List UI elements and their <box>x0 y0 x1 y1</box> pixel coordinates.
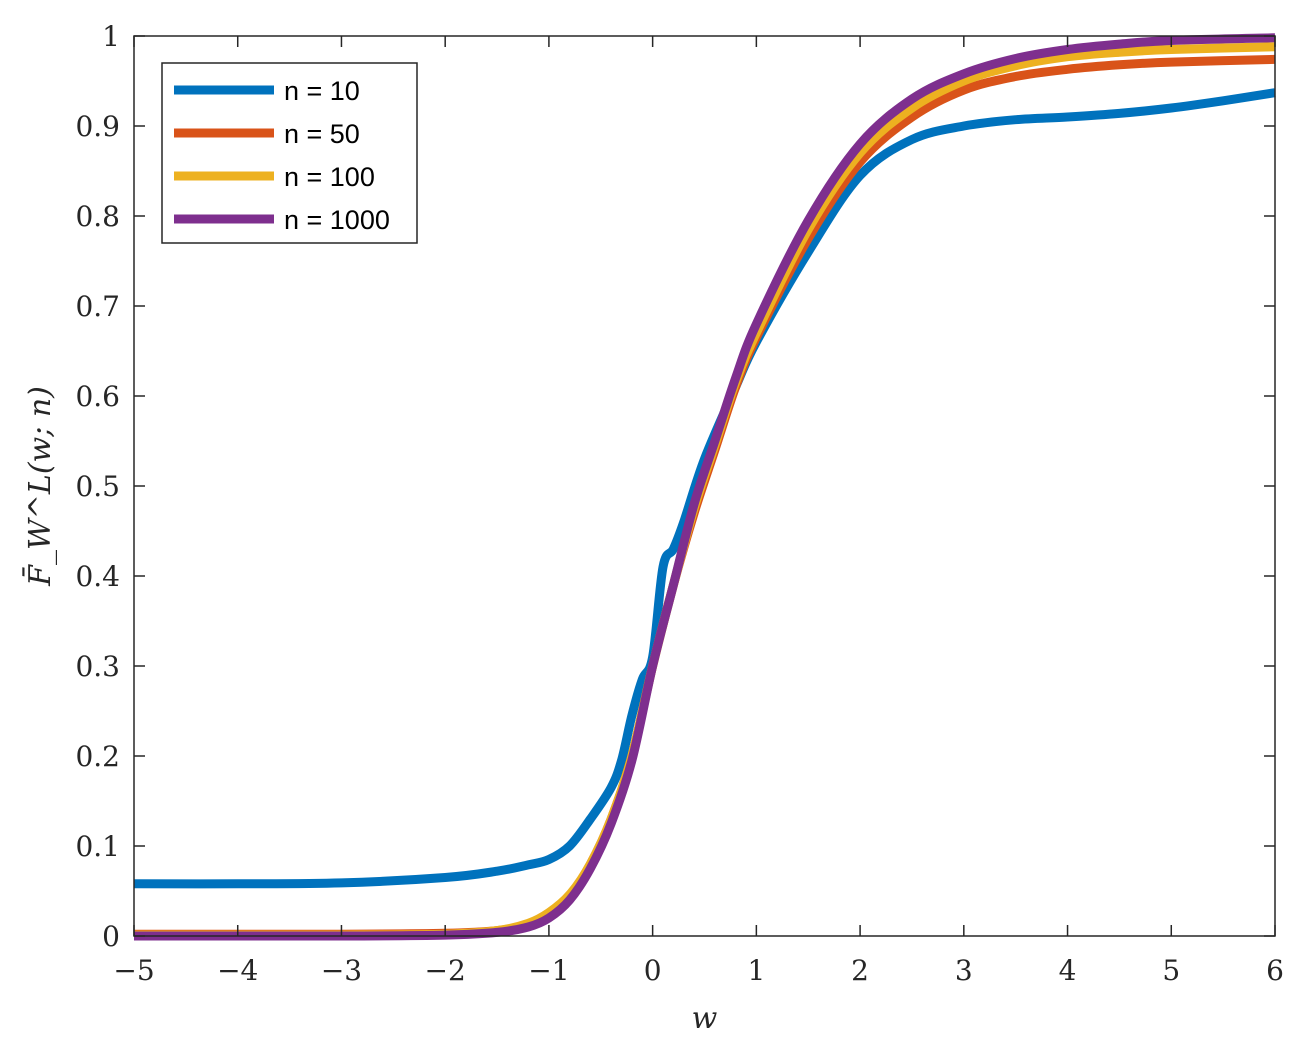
x-tick-label: 2 <box>851 954 869 987</box>
x-tick-label: 6 <box>1266 954 1284 987</box>
y-tick-label: 0.9 <box>75 110 120 143</box>
series-line-1 <box>133 88 1276 889</box>
y-tick-label: 0.3 <box>75 650 120 683</box>
x-tick-label: 4 <box>1059 954 1077 987</box>
legend: n = 10 n = 50 n = 100 n = 1000 <box>161 62 418 244</box>
x-tick-label: 1 <box>747 954 765 987</box>
x-tick-label: −2 <box>425 954 466 987</box>
legend-label: n = 10 <box>284 76 360 106</box>
x-tick-label: 3 <box>955 954 973 987</box>
x-tick-label: −4 <box>217 954 258 987</box>
y-tick-label: 1 <box>102 20 120 53</box>
x-tick-label: −3 <box>321 954 362 987</box>
y-tick-label: 0.7 <box>75 290 120 323</box>
series-line-4 <box>133 33 1276 941</box>
y-tick-label: 0 <box>102 920 120 953</box>
y-tick-label: 0.2 <box>75 740 120 773</box>
x-axis-label: w <box>692 1001 718 1036</box>
x-tick-label: 5 <box>1162 954 1180 987</box>
x-tick-label: −5 <box>113 954 154 987</box>
tick-layer: −5 −4 −3 −2 −1 0 1 2 3 4 5 6 0 0.1 0.2 0.3 0.4 0.5 0.6 0.7 0… <box>75 20 1283 987</box>
x-tick-label: −1 <box>528 954 569 987</box>
y-tick-label: 0.6 <box>75 380 120 413</box>
legend-label: n = 1000 <box>284 205 390 235</box>
legend-label: n = 50 <box>284 119 360 149</box>
y-axis-label: F̄_W^L(w; n) <box>22 386 58 587</box>
series-layer <box>133 33 1276 941</box>
y-tick-label: 0.1 <box>75 830 120 863</box>
x-tick-label: 0 <box>644 954 662 987</box>
y-tick-label: 0.8 <box>75 200 120 233</box>
legend-label: n = 100 <box>284 162 375 192</box>
y-tick-label: 0.4 <box>75 560 120 593</box>
y-tick-label: 0.5 <box>75 470 120 503</box>
